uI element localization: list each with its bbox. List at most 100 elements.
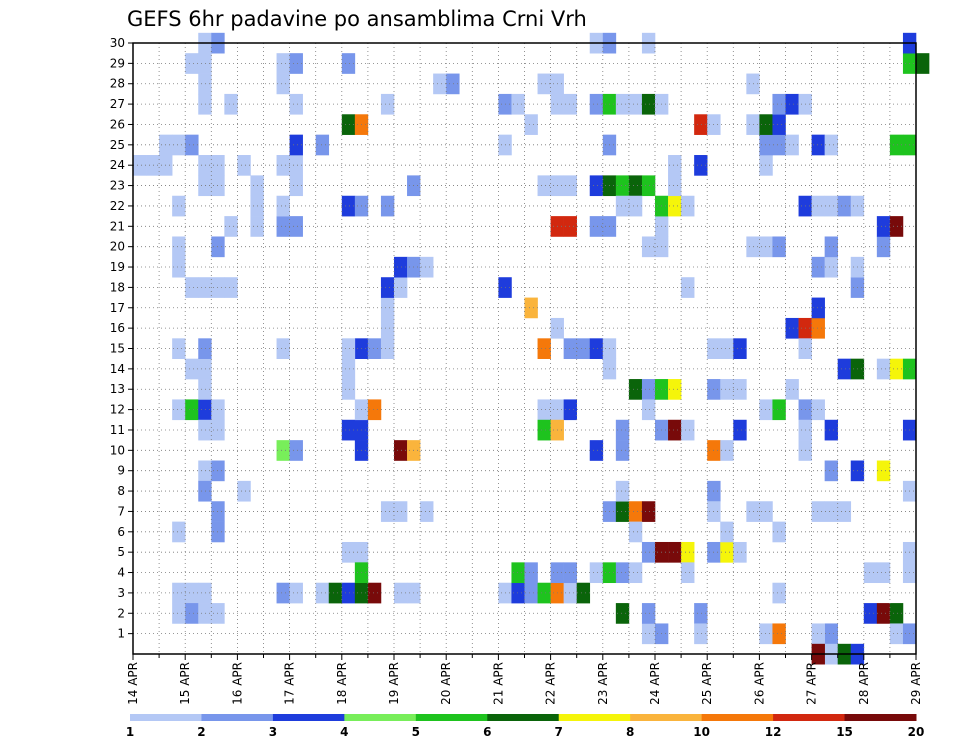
precip-cell: [198, 399, 212, 421]
precip-cell: [420, 256, 434, 278]
precip-cell: [720, 338, 734, 359]
precip-cell: [289, 440, 303, 461]
y-tick-label: 28: [110, 77, 125, 91]
precip-cell: [668, 175, 682, 197]
precip-cell: [811, 623, 825, 645]
precip-cell: [172, 338, 186, 359]
precip-cell: [380, 277, 395, 298]
colorbar-swatch: [272, 714, 345, 721]
precip-cell: [446, 73, 460, 95]
precip-cell: [237, 155, 251, 176]
colorbar-label: 1: [126, 725, 134, 739]
precip-cell: [759, 155, 773, 176]
precip-cell: [785, 379, 799, 400]
precip-cell: [615, 501, 630, 522]
grid-lines: [133, 43, 916, 654]
precip-cell: [668, 195, 682, 217]
precip-cell: [341, 53, 356, 74]
precip-cell: [772, 93, 786, 115]
y-tick-label: 10: [110, 443, 125, 457]
precip-cell: [641, 93, 656, 115]
precip-cell: [524, 562, 538, 584]
precip-cell: [341, 358, 356, 380]
precip-cell: [289, 155, 303, 176]
precip-cell: [694, 114, 708, 135]
precip-cell: [341, 195, 356, 217]
precip-cell: [876, 562, 891, 584]
precip-cell: [681, 277, 695, 298]
precip-cell: [524, 297, 538, 319]
precip-cell: [185, 603, 199, 624]
precip-cell: [367, 582, 382, 604]
y-tick-label: 4: [117, 566, 125, 580]
y-tick-label: 21: [110, 219, 125, 233]
precip-cell: [889, 603, 904, 624]
colorbar-label: 3: [269, 725, 277, 739]
precip-cell: [681, 195, 695, 217]
precip-cell: [876, 460, 891, 482]
precip-cell: [198, 93, 212, 115]
precip-cell: [785, 93, 799, 115]
precip-cell: [694, 603, 708, 624]
precip-cell: [824, 236, 838, 258]
precip-cell: [641, 175, 656, 197]
precip-cell: [589, 440, 604, 461]
precip-cell: [185, 53, 199, 74]
x-tick-label: 20 APR: [439, 662, 453, 705]
precip-cell: [172, 236, 186, 258]
precip-cell: [341, 419, 356, 441]
precip-cell: [394, 501, 408, 522]
precip-cell: [681, 541, 695, 563]
precip-cell: [641, 541, 656, 563]
precip-cell: [537, 582, 551, 604]
precip-cell: [772, 236, 786, 258]
colorbar-label: 10: [693, 725, 710, 739]
precip-cell: [563, 399, 577, 421]
chart-title: GEFS 6hr padavine po ansamblima Crni Vrh: [127, 7, 587, 31]
precip-cell: [641, 501, 656, 522]
precip-cell: [876, 603, 891, 624]
precip-cell: [759, 114, 773, 135]
precip-cell: [824, 501, 838, 522]
precip-cell: [641, 623, 656, 645]
precip-cell: [837, 501, 852, 522]
y-tick-label: 27: [110, 97, 125, 111]
precip-cell: [289, 93, 303, 115]
y-tick-label: 7: [117, 504, 125, 518]
precip-cell: [811, 256, 825, 278]
precip-cell: [720, 440, 734, 461]
colorbar-swatch: [415, 714, 488, 721]
precip-cell: [837, 358, 852, 380]
precip-cell: [811, 297, 825, 319]
colorbar-label: 15: [836, 725, 853, 739]
x-tick-label: 26 APR: [752, 662, 766, 705]
precip-cell: [198, 155, 212, 176]
precip-cell: [380, 93, 395, 115]
precip-cell: [380, 317, 395, 339]
y-axis: 1234567891011121314151617181920212223242…: [110, 36, 133, 641]
precip-cell: [563, 562, 577, 584]
precip-cell: [198, 338, 212, 359]
precip-cell: [563, 338, 577, 359]
y-tick-label: 30: [110, 36, 125, 50]
precip-cell: [185, 358, 199, 380]
precip-cell: [641, 603, 656, 624]
precip-cell: [537, 338, 551, 359]
colorbar-swatch: [844, 714, 917, 721]
y-tick-label: 20: [110, 240, 125, 254]
x-tick-label: 22 APR: [544, 662, 558, 705]
precip-cell: [628, 379, 643, 400]
x-tick-label: 16 APR: [230, 662, 244, 705]
precip-cell: [289, 175, 303, 197]
precip-cell: [615, 195, 630, 217]
precip-cell: [589, 562, 604, 584]
precip-cell: [367, 338, 382, 359]
x-tick-label: 14 APR: [126, 662, 140, 705]
precip-cell: [433, 73, 447, 95]
precip-cell: [811, 501, 825, 522]
precip-cell: [172, 603, 186, 624]
precip-cell: [198, 175, 212, 197]
precip-cell: [615, 175, 630, 197]
precip-cell: [563, 216, 577, 237]
colorbar-swatch: [558, 714, 631, 721]
